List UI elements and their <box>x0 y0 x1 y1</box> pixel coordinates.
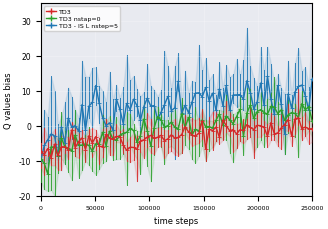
Y-axis label: Q values bias: Q values bias <box>4 72 13 128</box>
TD3 - IS L nstep=5 <box>39 159 43 162</box>
TD3 nstap=0 <box>46 173 50 175</box>
TD3 - IS L nstep=5 <box>214 109 218 112</box>
TD3 <box>39 150 43 153</box>
TD3 <box>228 130 232 133</box>
TD3 <box>283 124 287 126</box>
TD3 <box>310 128 314 131</box>
TD3 <box>297 117 300 120</box>
TD3 - IS L nstep=5 <box>200 96 204 99</box>
TD3 nstap=0 <box>310 120 314 123</box>
TD3 <box>162 140 166 142</box>
Line: TD3 - IS L nstep=5: TD3 - IS L nstep=5 <box>39 75 314 162</box>
TD3 - IS L nstep=5 <box>204 87 208 90</box>
TD3 - IS L nstep=5 <box>266 76 270 78</box>
TD3 - IS L nstep=5 <box>283 133 287 135</box>
TD3 nstap=0 <box>300 103 304 106</box>
TD3 nstap=0 <box>217 113 221 116</box>
Line: TD3 nstap=0: TD3 nstap=0 <box>39 103 314 176</box>
TD3 <box>207 128 211 131</box>
TD3 - IS L nstep=5 <box>159 112 163 114</box>
TD3 nstap=0 <box>207 126 211 128</box>
Legend: TD3, TD3 nstap=0, TD3 - IS L nstep=5: TD3, TD3 nstap=0, TD3 - IS L nstep=5 <box>44 7 120 31</box>
TD3 nstap=0 <box>204 126 208 129</box>
X-axis label: time steps: time steps <box>154 216 199 225</box>
Line: TD3: TD3 <box>39 117 314 160</box>
TD3 <box>217 136 221 139</box>
TD3 - IS L nstep=5 <box>224 85 228 87</box>
TD3 nstap=0 <box>39 158 43 161</box>
TD3 - IS L nstep=5 <box>310 79 314 81</box>
TD3 nstap=0 <box>228 119 232 122</box>
TD3 <box>49 157 53 160</box>
TD3 nstap=0 <box>283 120 287 122</box>
TD3 <box>204 148 208 150</box>
TD3 nstap=0 <box>162 126 166 129</box>
